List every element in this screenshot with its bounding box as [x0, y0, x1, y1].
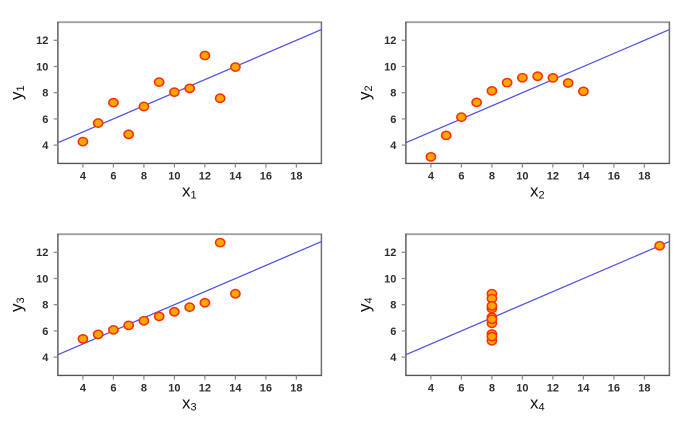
svg-text:12: 12 — [384, 247, 396, 259]
svg-text:10: 10 — [516, 383, 528, 395]
svg-text:10: 10 — [36, 61, 48, 73]
svg-text:8: 8 — [390, 300, 396, 312]
svg-text:14: 14 — [229, 383, 242, 395]
svg-text:8: 8 — [42, 300, 48, 312]
svg-text:4: 4 — [80, 171, 87, 183]
svg-text:4: 4 — [42, 140, 49, 152]
svg-text:4: 4 — [428, 383, 435, 395]
svg-text:12: 12 — [384, 35, 396, 47]
svg-text:12: 12 — [36, 35, 48, 47]
svg-text:4: 4 — [390, 140, 397, 152]
svg-text:6: 6 — [42, 114, 48, 126]
svg-text:18: 18 — [638, 383, 650, 395]
svg-text:18: 18 — [290, 383, 302, 395]
svg-text:10: 10 — [168, 171, 180, 183]
svg-text:14: 14 — [577, 383, 590, 395]
svg-text:14: 14 — [229, 171, 242, 183]
svg-text:6: 6 — [110, 383, 116, 395]
svg-text:4: 4 — [42, 352, 49, 364]
svg-text:12: 12 — [547, 171, 559, 183]
svg-text:8: 8 — [42, 88, 48, 100]
svg-text:6: 6 — [458, 171, 464, 183]
svg-text:6: 6 — [110, 171, 116, 183]
svg-text:10: 10 — [516, 171, 528, 183]
svg-text:10: 10 — [384, 273, 396, 285]
svg-text:16: 16 — [260, 383, 272, 395]
svg-text:18: 18 — [290, 171, 302, 183]
svg-text:18: 18 — [638, 171, 650, 183]
svg-text:8: 8 — [489, 171, 495, 183]
svg-text:16: 16 — [260, 171, 272, 183]
svg-text:4: 4 — [428, 171, 435, 183]
svg-text:8: 8 — [390, 88, 396, 100]
svg-text:8: 8 — [141, 383, 147, 395]
svg-text:6: 6 — [390, 114, 396, 126]
svg-text:4: 4 — [390, 352, 397, 364]
svg-text:6: 6 — [42, 326, 48, 338]
svg-text:10: 10 — [384, 61, 396, 73]
svg-text:4: 4 — [80, 383, 87, 395]
svg-text:12: 12 — [36, 247, 48, 259]
svg-text:6: 6 — [390, 326, 396, 338]
svg-text:16: 16 — [608, 171, 620, 183]
svg-text:6: 6 — [458, 383, 464, 395]
svg-text:12: 12 — [547, 383, 559, 395]
svg-text:14: 14 — [577, 171, 590, 183]
svg-text:10: 10 — [168, 383, 180, 395]
svg-text:8: 8 — [141, 171, 147, 183]
svg-text:12: 12 — [199, 383, 211, 395]
svg-text:12: 12 — [199, 171, 211, 183]
svg-text:8: 8 — [489, 383, 495, 395]
svg-text:10: 10 — [36, 273, 48, 285]
svg-text:16: 16 — [608, 383, 620, 395]
